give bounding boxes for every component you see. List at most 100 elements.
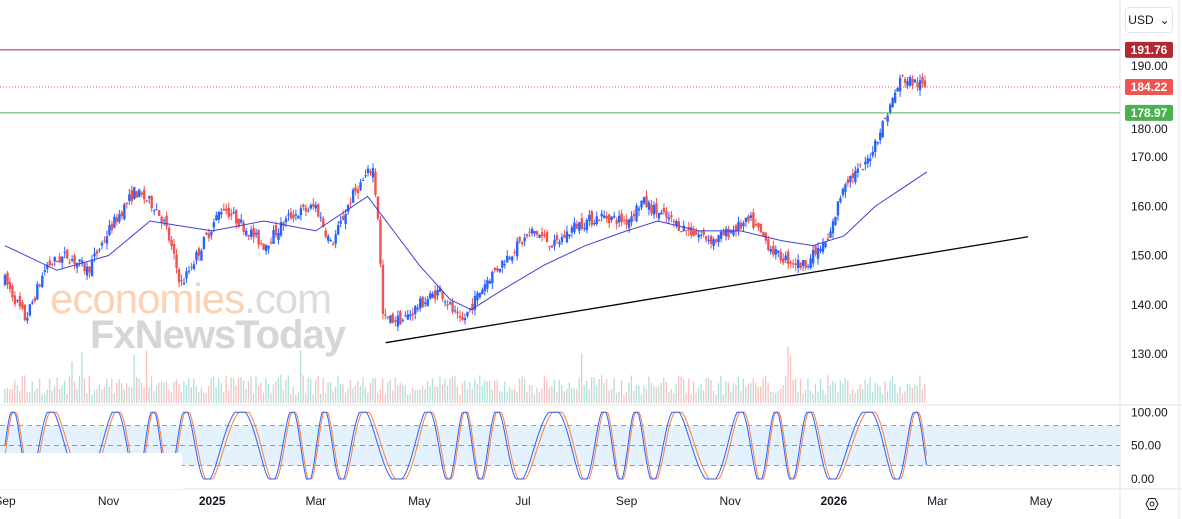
candle-body: [787, 251, 790, 265]
candle-body: [247, 235, 250, 237]
candle-body: [409, 314, 412, 317]
candle-body: [235, 209, 238, 224]
candle-body: [369, 171, 372, 174]
candle-body: [217, 212, 221, 220]
candle-body: [801, 259, 805, 266]
volume-bar: [588, 389, 590, 403]
volume-bar: [262, 392, 265, 403]
volume-bar: [799, 378, 802, 403]
volume-bar: [315, 379, 317, 403]
volume-bar: [223, 392, 225, 403]
candle-body: [453, 310, 457, 312]
candle-body: [791, 263, 795, 265]
candle-body: [712, 239, 715, 247]
candle-body: [888, 104, 892, 114]
candle-body: [603, 215, 606, 218]
candle-body: [170, 239, 173, 247]
candle-body: [719, 231, 723, 239]
candle-body: [565, 231, 569, 243]
candle-body: [685, 230, 688, 232]
candle-body: [911, 78, 914, 86]
candle-body: [324, 230, 327, 237]
candle-body: [304, 207, 308, 212]
volume-bar: [745, 386, 747, 403]
candle-body: [225, 208, 228, 211]
time-label: May: [1030, 494, 1053, 508]
volume-bar: [444, 378, 446, 403]
candle-body: [38, 285, 42, 287]
price-tick-label: 190.00: [1131, 59, 1168, 73]
candle-body: [819, 249, 822, 252]
candle-body: [319, 217, 322, 219]
volume-bar: [21, 375, 23, 403]
volume-bar: [725, 381, 727, 403]
price-tag-184.22: 184.22: [1131, 80, 1168, 94]
candle-body: [411, 313, 414, 316]
candle-body: [130, 189, 134, 202]
volume-bar: [558, 379, 560, 403]
candle-body: [65, 249, 69, 259]
candle-body: [734, 225, 738, 232]
candle-body: [227, 207, 230, 217]
volume-bar: [782, 384, 784, 403]
legend-mask: [0, 453, 182, 489]
volume-bar: [449, 378, 451, 403]
candle-body: [729, 231, 733, 233]
volume-bar: [847, 380, 849, 403]
candle-body: [811, 249, 815, 264]
volume-bar: [779, 388, 782, 403]
candle-body: [779, 251, 782, 261]
volume-bar: [143, 387, 145, 403]
volume-bar: [220, 383, 222, 403]
volume-bar: [133, 354, 135, 403]
candle-body: [396, 315, 400, 327]
volume-bar: [518, 378, 521, 403]
candle-body: [921, 76, 924, 84]
volume-bar: [618, 391, 620, 403]
candle-body: [749, 215, 753, 218]
price-tick-label: 180.00: [1131, 122, 1168, 136]
volume-bar: [96, 389, 98, 403]
volume-bar: [255, 375, 257, 403]
candle-body: [85, 266, 89, 276]
candle-body: [883, 118, 887, 120]
volume-bar: [123, 389, 125, 403]
volume-bar: [118, 379, 120, 403]
candle-body: [511, 256, 514, 261]
volume-bar: [210, 378, 212, 403]
candle-body: [550, 245, 554, 248]
candle-body: [443, 301, 447, 303]
candle-body: [869, 158, 872, 162]
watermark-text: economies: [50, 275, 245, 322]
gear-icon[interactable]: [1145, 498, 1159, 510]
candle-body: [262, 243, 265, 250]
volume-bar: [11, 389, 13, 403]
candle-body: [573, 222, 576, 232]
volume-bar: [6, 388, 8, 403]
volume-bar: [526, 391, 528, 403]
price-tag-bg: [1125, 104, 1173, 121]
volume-bar: [516, 391, 518, 403]
candle-body: [48, 260, 51, 265]
candle-body: [816, 248, 820, 259]
currency-selector[interactable]: USD ⌄: [1125, 7, 1173, 33]
candle-body: [113, 216, 116, 228]
volume-bar: [583, 384, 585, 403]
volume-bar: [531, 385, 533, 403]
volume-bar: [566, 388, 568, 403]
candle-body: [177, 269, 181, 283]
price-tick-label: 130.00: [1131, 347, 1168, 361]
volume-bar: [650, 382, 652, 403]
price-tag-178.97: 178.97: [1131, 106, 1168, 120]
volume-bar: [625, 391, 628, 403]
candle-body: [259, 242, 263, 244]
volume-bar: [252, 393, 255, 403]
candle-body: [821, 242, 825, 252]
volume-bar: [195, 386, 197, 403]
candle-body: [473, 296, 477, 310]
candle-body: [806, 266, 810, 268]
volume-bar: [16, 385, 18, 403]
candle-body: [839, 198, 842, 202]
volume-bar: [436, 386, 439, 403]
